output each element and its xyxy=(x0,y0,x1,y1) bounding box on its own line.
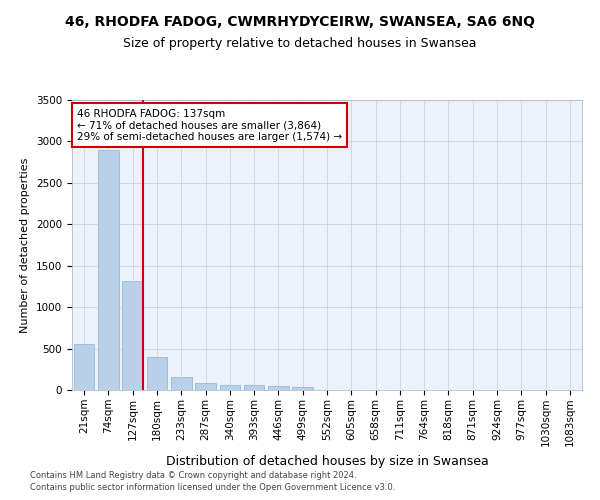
Bar xyxy=(146,357,167,390)
Text: Contains HM Land Registry data © Crown copyright and database right 2024.: Contains HM Land Registry data © Crown c… xyxy=(30,471,356,480)
Bar xyxy=(171,377,191,390)
X-axis label: Distribution of detached houses by size in Swansea: Distribution of detached houses by size … xyxy=(166,454,488,468)
Text: 46, RHODFA FADOG, CWMRHYDYCEIRW, SWANSEA, SA6 6NQ: 46, RHODFA FADOG, CWMRHYDYCEIRW, SWANSEA… xyxy=(65,15,535,29)
Bar xyxy=(122,280,143,390)
Bar xyxy=(244,386,265,390)
Text: 46 RHODFA FADOG: 137sqm
← 71% of detached houses are smaller (3,864)
29% of semi: 46 RHODFA FADOG: 137sqm ← 71% of detache… xyxy=(77,108,342,142)
Text: Contains public sector information licensed under the Open Government Licence v3: Contains public sector information licen… xyxy=(30,484,395,492)
Bar xyxy=(220,385,240,390)
Text: Size of property relative to detached houses in Swansea: Size of property relative to detached ho… xyxy=(123,38,477,51)
Bar xyxy=(74,344,94,390)
Bar xyxy=(195,382,216,390)
Bar xyxy=(292,387,313,390)
Bar xyxy=(268,386,289,390)
Bar xyxy=(98,150,119,390)
Y-axis label: Number of detached properties: Number of detached properties xyxy=(20,158,31,332)
